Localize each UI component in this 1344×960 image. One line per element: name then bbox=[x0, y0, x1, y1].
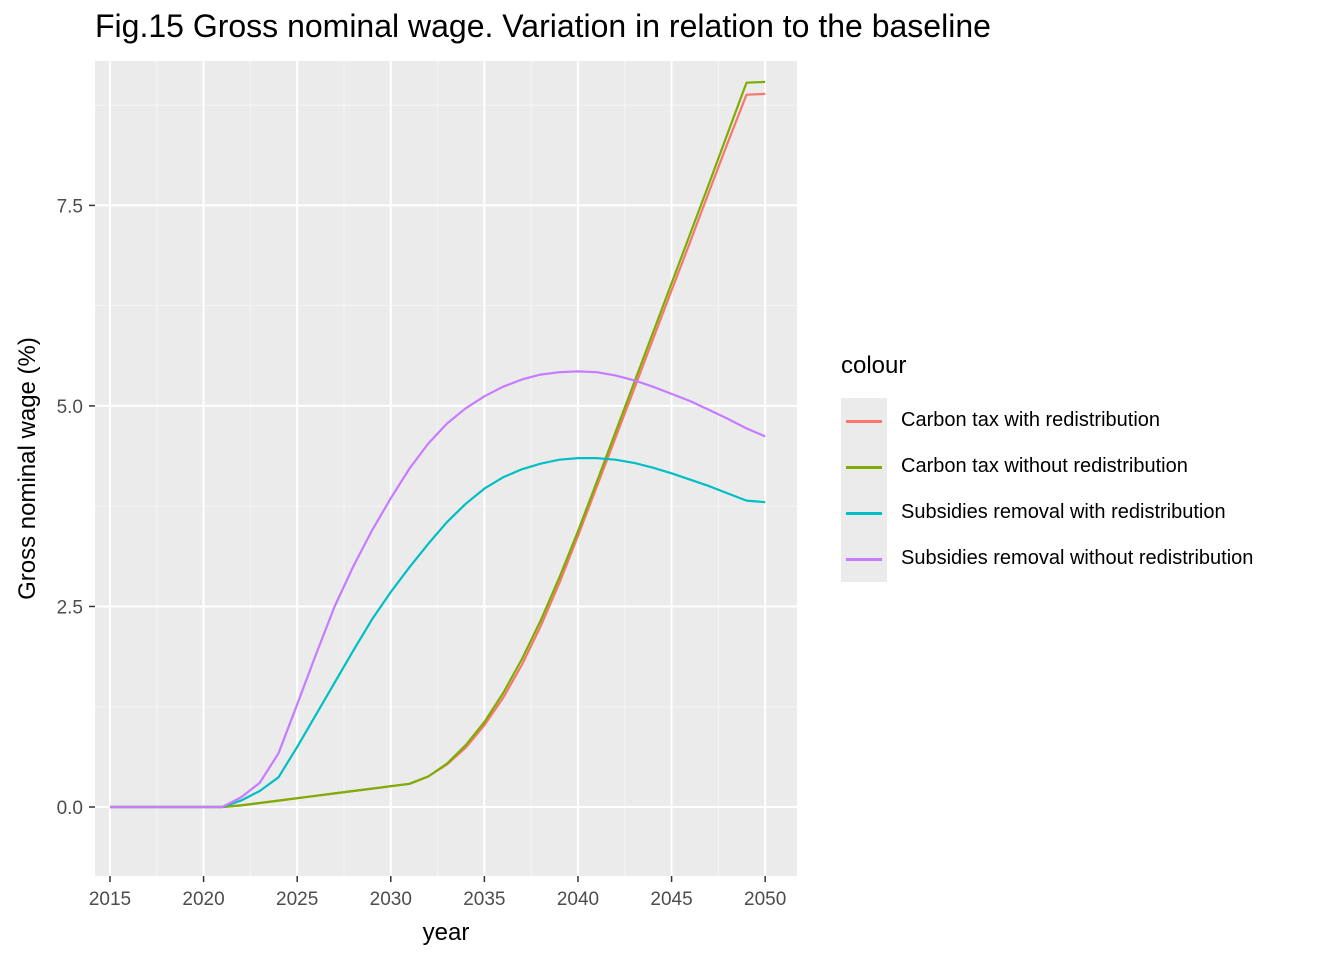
legend: colour Carbon tax with redistribution Ca… bbox=[841, 352, 1253, 582]
major-gridlines bbox=[95, 61, 797, 876]
y-axis: 0.0 2.5 5.0 7.5 bbox=[57, 196, 95, 819]
legend-item: Subsidies removal without redistribution bbox=[841, 536, 1341, 582]
x-tick-label: 2030 bbox=[370, 889, 412, 910]
legend-item: Subsidies removal with redistribution bbox=[841, 490, 1341, 536]
legend-label: Carbon tax with redistribution bbox=[901, 409, 1161, 431]
minor-gridlines bbox=[95, 61, 797, 876]
legend-item: Carbon tax with redistribution bbox=[841, 398, 1341, 444]
legend-label: Subsidies removal with redistribution bbox=[901, 501, 1226, 523]
y-tick-label: 0.0 bbox=[57, 798, 83, 819]
y-tick-label: 5.0 bbox=[57, 397, 83, 418]
plot-panel bbox=[95, 61, 797, 876]
y-tick-label: 7.5 bbox=[57, 196, 83, 217]
series-line bbox=[110, 370, 766, 809]
x-tick-label: 2035 bbox=[463, 889, 505, 910]
legend-key-background bbox=[841, 398, 887, 582]
legend-title: colour bbox=[841, 352, 907, 379]
y-axis-title: Gross nominal wage (%) bbox=[14, 337, 41, 600]
legend-item: Carbon tax without redistribution bbox=[841, 444, 1341, 490]
legend-label: Carbon tax without redistribution bbox=[901, 455, 1188, 477]
x-tick-label: 2020 bbox=[182, 889, 224, 910]
legend-swatch bbox=[846, 466, 882, 469]
x-tick-label: 2050 bbox=[744, 889, 786, 910]
x-axis: 2015 2020 2025 2030 2035 2040 2045 2050 bbox=[89, 876, 786, 910]
legend-swatch bbox=[846, 420, 882, 423]
series-lines bbox=[110, 80, 766, 809]
x-tick-label: 2025 bbox=[276, 889, 318, 910]
chart-title: Fig.15 Gross nominal wage. Variation in … bbox=[95, 8, 991, 44]
x-axis-title: year bbox=[423, 919, 470, 946]
legend-label: Subsidies removal without redistribution bbox=[901, 547, 1254, 569]
legend-swatch bbox=[846, 558, 882, 561]
legend-swatch bbox=[846, 512, 882, 515]
x-tick-label: 2045 bbox=[650, 889, 692, 910]
y-tick-label: 2.5 bbox=[57, 597, 83, 618]
x-tick-label: 2015 bbox=[89, 889, 131, 910]
x-tick-label: 2040 bbox=[557, 889, 599, 910]
